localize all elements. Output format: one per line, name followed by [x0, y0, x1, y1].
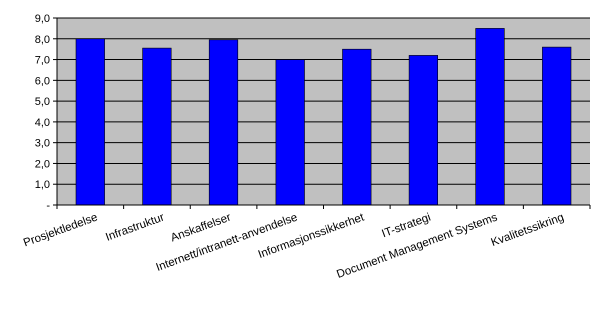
x-axis: Prosjektledelse Infrastruktur Anskaffelser…: [22, 204, 591, 281]
y-tick-label: 6,0: [35, 75, 50, 87]
plot-area: [57, 18, 590, 205]
x-category-label: Prosjektledelse: [22, 212, 99, 250]
bar: [408, 55, 439, 206]
y-tick-label: 8,0: [35, 34, 50, 46]
y-tick-label: 7,0: [35, 55, 50, 67]
bar: [142, 47, 172, 206]
y-tick-label: 4,0: [35, 117, 50, 129]
x-category-label: Infrastruktur: [104, 211, 166, 243]
bar: [275, 59, 305, 206]
x-category-label: IT-strategi: [380, 212, 432, 241]
bars: [75, 28, 572, 206]
y-tick-label: -: [46, 200, 50, 212]
y-tick-label: 5,0: [35, 96, 50, 108]
bar: [475, 28, 505, 206]
bar: [75, 38, 105, 206]
y-tick-label: 2,0: [35, 158, 50, 170]
y-tick-label: 9,0: [35, 13, 50, 25]
bar: [208, 39, 239, 206]
y-tick-label: 1,0: [35, 179, 50, 191]
bar: [542, 46, 572, 206]
bar: [342, 48, 372, 206]
y-axis: - 1,0 2,0 3,0 4,0 5,0 6,0 7,0 8,0 9,0: [35, 13, 58, 212]
y-tick-label: 3,0: [35, 138, 50, 150]
x-category-label: Kvalitetssikring: [490, 212, 566, 250]
